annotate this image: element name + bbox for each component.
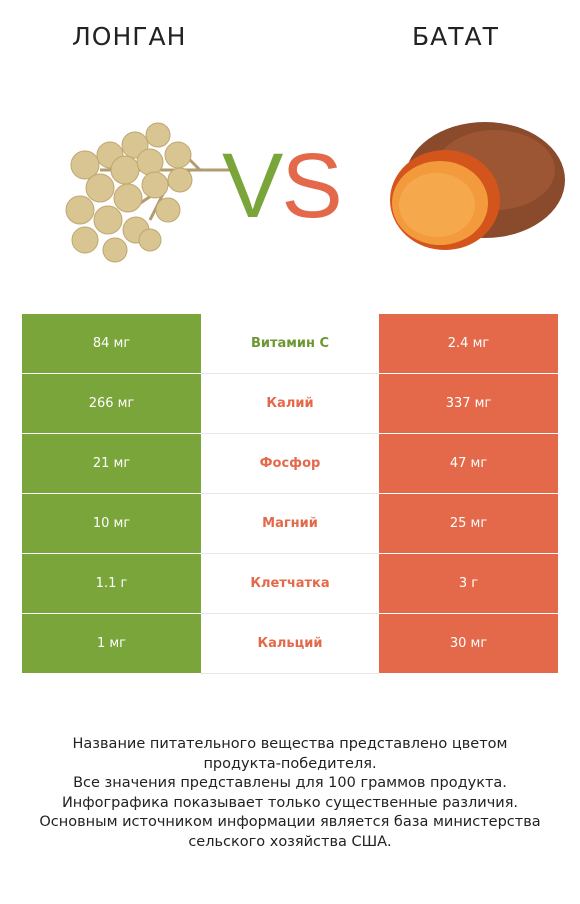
comparison-row: 1.1 г Клетчатка 3 г [22, 553, 558, 614]
left-product-title: ЛОНГАН [72, 22, 187, 51]
right-product-title: БАТАТ [412, 22, 499, 51]
left-value: 84 мг [22, 314, 201, 374]
comparison-row: 21 мг Фосфор 47 мг [22, 433, 558, 494]
left-value: 21 мг [22, 433, 201, 494]
comparison-row: 84 мг Витамин C 2.4 мг [22, 314, 558, 374]
right-value: 25 мг [379, 493, 558, 554]
sweet-potato-image [390, 122, 565, 250]
vs-s-letter: S [281, 135, 342, 237]
nutrient-name: Кальций [201, 613, 379, 674]
comparison-row: 266 мг Калий 337 мг [22, 373, 558, 434]
comparison-row: 10 мг Магний 25 мг [22, 493, 558, 554]
left-value: 1.1 г [22, 553, 201, 614]
left-value: 10 мг [22, 493, 201, 554]
footer-line: Основным источником информации является … [39, 814, 541, 830]
footer-line: сельского хозяйства США. [188, 833, 392, 850]
footer-line: продукта-победителя. [203, 755, 377, 772]
longan-image [65, 122, 230, 263]
right-value: 30 мг [379, 613, 558, 674]
nutrient-name: Клетчатка [201, 553, 379, 614]
comparison-row: 1 мг Кальций 30 мг [22, 613, 558, 674]
vs-v-letter: V [222, 135, 283, 237]
right-value: 47 мг [379, 433, 558, 494]
nutrient-name: Магний [201, 493, 379, 554]
comparison-table: 84 мг Витамин C 2.4 мг 266 мг Калий 337 мг 21 … [22, 314, 558, 674]
nutrient-name: Калий [201, 373, 379, 434]
nutrient-name: Витамин C [201, 314, 379, 374]
footer-line: Название питательного вещества представл… [72, 736, 508, 752]
footer-note: Название питательного вещества представл… [0, 735, 580, 852]
right-value: 3 г [379, 553, 558, 614]
footer-line: Инфографика показывает только существенн… [61, 794, 519, 811]
left-value: 1 мг [22, 613, 201, 674]
right-value: 337 мг [379, 373, 558, 434]
nutrient-name: Фосфор [201, 433, 379, 494]
right-value: 2.4 мг [379, 314, 558, 374]
footer-line: Все значения представлены для 100 граммо… [73, 775, 507, 791]
vs-label: VS [222, 140, 343, 232]
left-value: 266 мг [22, 373, 201, 434]
